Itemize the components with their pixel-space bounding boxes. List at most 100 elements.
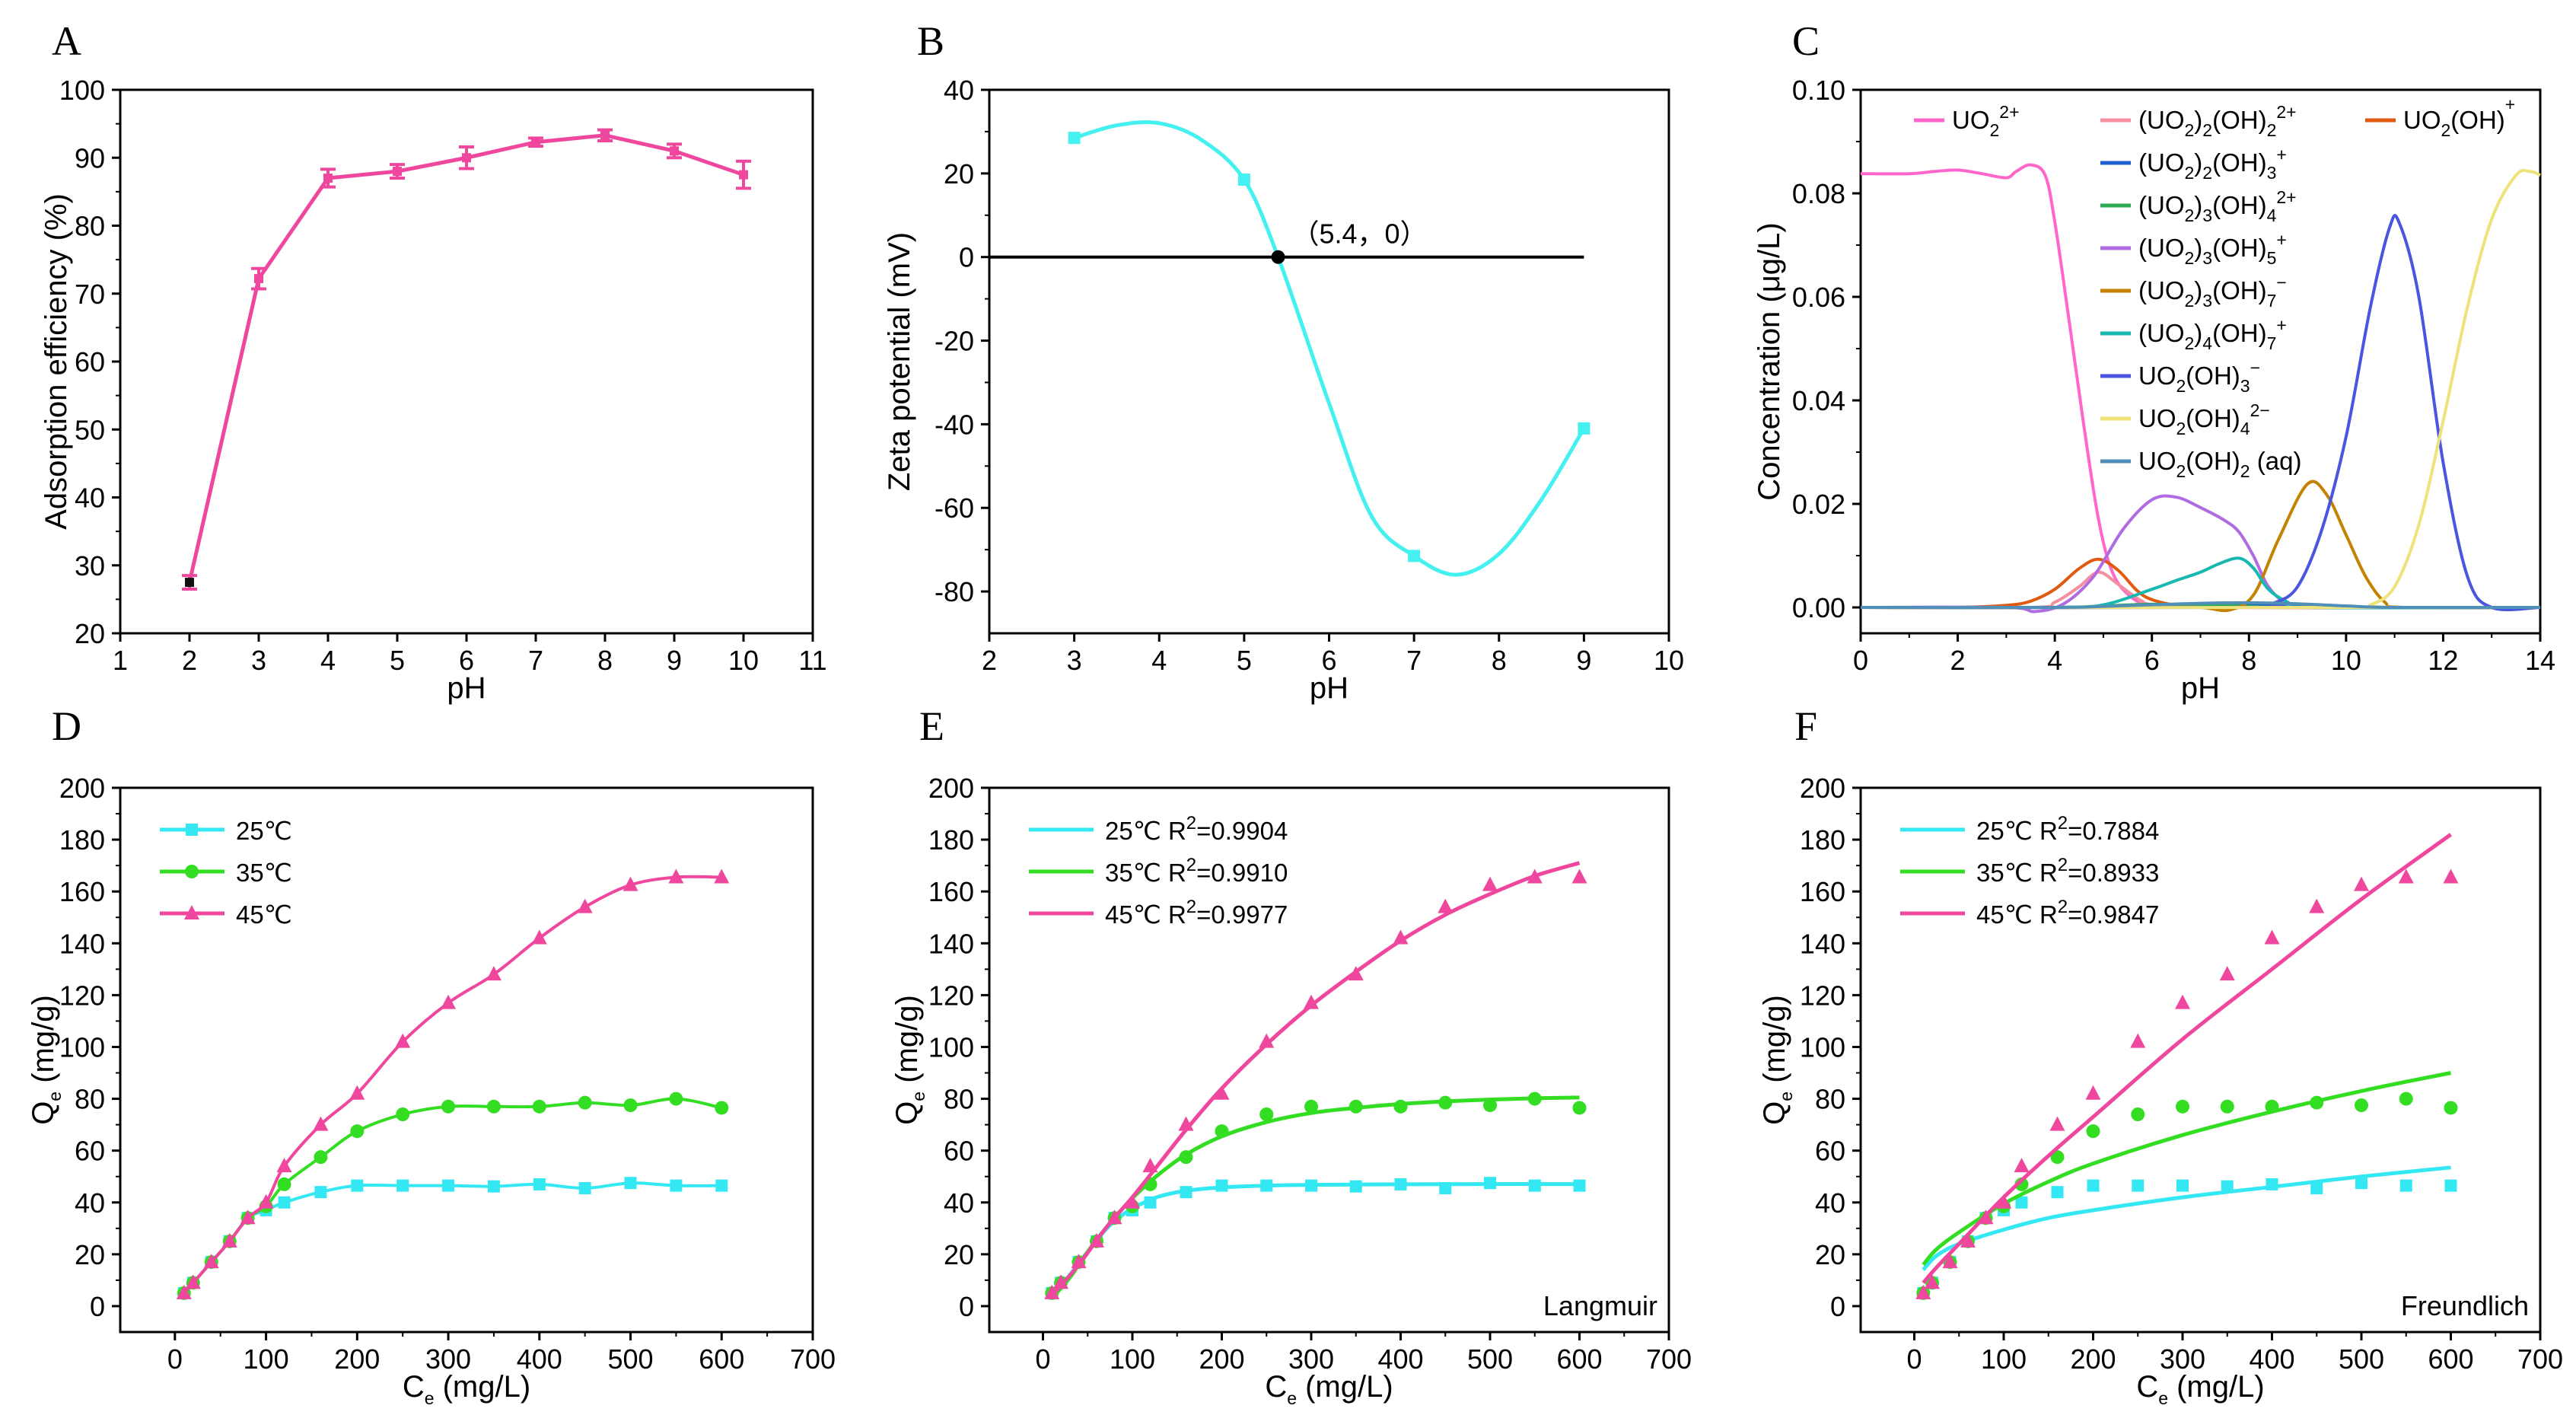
x-tick-label: 5 bbox=[390, 645, 405, 676]
x-axis-label: pH bbox=[447, 671, 486, 705]
superscript: − bbox=[2276, 272, 2286, 292]
x-tick-label: 300 bbox=[425, 1343, 471, 1375]
subscript: 2 bbox=[2185, 120, 2195, 140]
y-tick-label: 180 bbox=[928, 824, 974, 856]
x-tick-label: 500 bbox=[1467, 1343, 1513, 1375]
x-axis-label: Ce (mg/L) bbox=[1265, 1370, 1393, 1408]
data-point-circle bbox=[396, 1107, 410, 1121]
pzc-point bbox=[1271, 250, 1285, 264]
data-point-triangle bbox=[2398, 868, 2414, 884]
data-point-triangle bbox=[1089, 1232, 1104, 1248]
x-tick-label: 6 bbox=[1321, 645, 1336, 676]
legend-label: UO2(OH)2 (aq) bbox=[2138, 447, 2301, 481]
plot-frame bbox=[119, 88, 814, 635]
subscript: 3 bbox=[2202, 206, 2212, 225]
data-point-triangle bbox=[1259, 1033, 1275, 1048]
data-point-triangle bbox=[2219, 966, 2235, 981]
data-point-triangle bbox=[1107, 1209, 1122, 1225]
x-tick-label: 2 bbox=[1950, 645, 1966, 676]
data-point-square bbox=[2132, 1179, 2145, 1192]
plot-frame bbox=[1859, 786, 2542, 1334]
subscript: 3 bbox=[2202, 248, 2212, 268]
y-tick-label: 200 bbox=[928, 773, 974, 804]
label-span: pH bbox=[2181, 671, 2220, 705]
x-tick-label: 3 bbox=[1067, 645, 1082, 676]
legend-r2-value: =0.7884 bbox=[2068, 817, 2159, 845]
y-tick-label: 100 bbox=[928, 1031, 974, 1063]
label-span: pH bbox=[447, 671, 486, 705]
subscript: e bbox=[1776, 1092, 1796, 1101]
data-point-triangle bbox=[531, 929, 547, 945]
y-tick-label: 30 bbox=[75, 550, 105, 582]
data-point-triangle bbox=[2354, 876, 2369, 891]
y-tick-label: 20 bbox=[75, 618, 105, 649]
x-tick-label: 1 bbox=[113, 645, 128, 676]
x-tick-label: 11 bbox=[798, 645, 826, 676]
x-axis-label: pH bbox=[1310, 671, 1348, 705]
data-point-triangle bbox=[2443, 868, 2459, 884]
species-curve bbox=[1860, 556, 2541, 610]
legend-temp: 25℃ bbox=[1105, 817, 1161, 845]
data-point-square bbox=[278, 1196, 291, 1209]
legend-label: (UO2)4(OH)7+ bbox=[2138, 315, 2287, 353]
label-span: (mg/g) bbox=[27, 995, 60, 1092]
x-tick-label: 200 bbox=[1199, 1343, 1244, 1375]
x-axis-label: Ce (mg/L) bbox=[2136, 1370, 2264, 1408]
y-tick-label: 80 bbox=[1815, 1084, 1845, 1115]
data-point-circle bbox=[2310, 1095, 2324, 1110]
label-span: (OH) bbox=[2186, 447, 2240, 475]
subscript: 2 bbox=[2185, 248, 2195, 268]
data-point-square bbox=[2355, 1177, 2367, 1190]
data-point-circle bbox=[2399, 1092, 2413, 1106]
y-tick-label: 40 bbox=[944, 75, 974, 106]
data-point-circle bbox=[1527, 1092, 1542, 1106]
data-point-circle bbox=[715, 1101, 729, 1115]
x-tick-label: 0 bbox=[1853, 645, 1868, 676]
y-tick-label: 40 bbox=[944, 1187, 974, 1219]
legend-r2: R bbox=[1161, 900, 1186, 929]
legend-label: 25℃ R2=0.7884 bbox=[1976, 813, 2159, 845]
x-tick-label: 300 bbox=[1288, 1343, 1334, 1375]
legend-label: (UO2)2(OH)22+ bbox=[2138, 102, 2297, 140]
subscript: 2 bbox=[2202, 163, 2212, 183]
superscript: + bbox=[2276, 315, 2286, 335]
y-tick-label: 0 bbox=[90, 1291, 105, 1322]
data-point-triangle bbox=[1996, 1194, 2011, 1209]
x-tick-label: 400 bbox=[1377, 1343, 1423, 1375]
data-point-square bbox=[323, 174, 333, 183]
data-point-triangle bbox=[258, 1194, 274, 1209]
label-span: (mg/g) bbox=[1758, 995, 1791, 1092]
y-tick-label: 50 bbox=[75, 414, 105, 445]
label-span: ) bbox=[2194, 276, 2202, 304]
y-tick-label: 120 bbox=[928, 980, 974, 1011]
data-point-square bbox=[1578, 422, 1590, 435]
data-point-circle bbox=[1215, 1124, 1229, 1139]
data-point-square bbox=[2266, 1178, 2278, 1190]
legend-r2-value: =0.9910 bbox=[1196, 859, 1288, 887]
label-span: (OH) bbox=[2212, 319, 2266, 347]
y-tick-label: 40 bbox=[75, 483, 105, 514]
data-point-square bbox=[2087, 1179, 2100, 1192]
y-axis-label: Qe (mg/g) bbox=[890, 995, 928, 1125]
superscript: 2+ bbox=[2276, 102, 2296, 122]
panel-f: F 0 100 200 300 400 500 600 700 0 20 40 60 80 100 120 14… bbox=[1758, 703, 2563, 1408]
data-point-triangle bbox=[1925, 1274, 1940, 1289]
label-span: Q bbox=[1758, 1101, 1791, 1125]
panel-e: E 0 100 200 300 400 500 600 700 0 20 40 60 80 100 120 14… bbox=[890, 703, 1692, 1408]
legend-temp: 35℃ bbox=[1976, 859, 2033, 887]
x-tick-label: 500 bbox=[607, 1343, 653, 1375]
y-tick-label: 180 bbox=[59, 824, 105, 856]
fit-curve bbox=[1922, 1165, 2451, 1272]
data-point-square bbox=[578, 1182, 591, 1195]
subscript: 5 bbox=[2267, 248, 2277, 268]
x-tick-label: 8 bbox=[2241, 645, 2256, 676]
data-point-square bbox=[393, 167, 402, 177]
data-point-triangle bbox=[2014, 1158, 2030, 1173]
data-point-square bbox=[670, 146, 679, 156]
y-tick-label: 0.00 bbox=[1792, 592, 1845, 623]
species-curve bbox=[1860, 480, 2541, 613]
data-point-triangle bbox=[313, 1116, 329, 1131]
data-point-circle bbox=[2265, 1099, 2279, 1114]
subscript: e bbox=[909, 1092, 928, 1101]
panel-b: B 2 3 4 5 6 7 8 9 10 40 20 0 -20 -40 -60 -80 pH Zeta poten… bbox=[883, 18, 1684, 705]
